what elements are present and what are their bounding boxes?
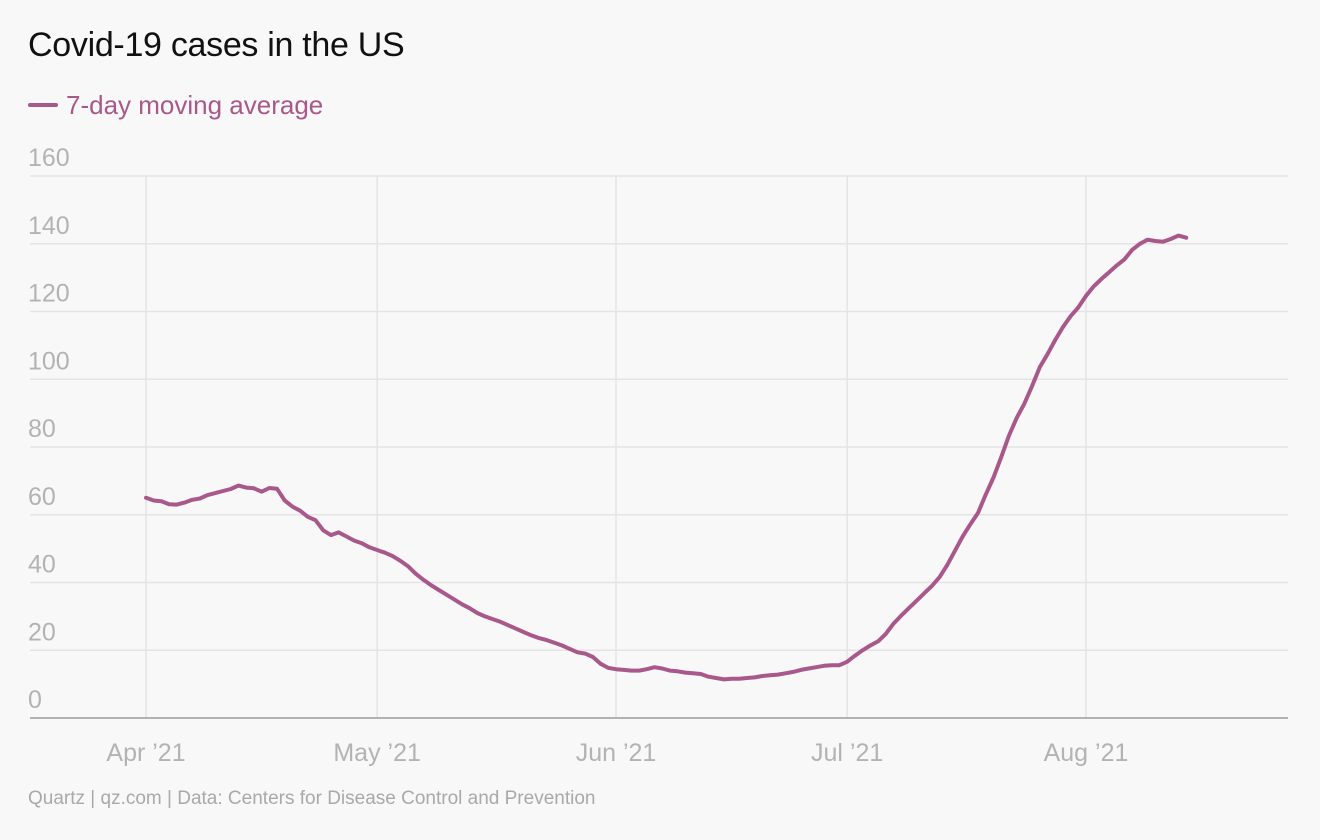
legend-label: 7-day moving average bbox=[66, 89, 324, 120]
series-line-7-day-moving-average bbox=[144, 233, 1189, 682]
legend: 7-day moving average bbox=[28, 90, 323, 120]
source-footer: Quartz | qz.com | Data: Centers for Dise… bbox=[28, 788, 596, 809]
x-tick-label: May ’21 bbox=[333, 739, 421, 767]
x-tick-label: Jul ’21 bbox=[811, 739, 883, 767]
y-tick-label: 160 bbox=[28, 144, 70, 172]
line-chart: 0 20 40 60 80 100 120 140 160 Apr ’21 May ’21 Jun … bbox=[28, 144, 1288, 767]
y-tick-label: 140 bbox=[28, 212, 70, 240]
y-tick-label: 120 bbox=[28, 280, 70, 308]
legend-swatch bbox=[28, 103, 58, 107]
x-tick-label: Aug ’21 bbox=[1044, 739, 1129, 767]
x-tick-label: Apr ’21 bbox=[106, 739, 185, 767]
y-tick-label: 0 bbox=[28, 686, 42, 714]
x-tick-labels: Apr ’21 May ’21 Jun ’21 Jul ’21 Aug ’21 bbox=[106, 739, 1128, 767]
grid-layer bbox=[30, 175, 1288, 718]
y-tick-label: 40 bbox=[28, 551, 56, 579]
y-tick-label: 100 bbox=[28, 347, 70, 375]
y-tick-labels: 0 20 40 60 80 100 120 140 160 bbox=[28, 144, 70, 714]
y-tick-label: 80 bbox=[28, 415, 56, 443]
x-tick-label: Jun ’21 bbox=[576, 739, 657, 767]
y-tick-label: 20 bbox=[28, 618, 56, 646]
chart-title: Covid-19 cases in the US bbox=[28, 26, 405, 64]
y-tick-label: 60 bbox=[28, 483, 56, 511]
